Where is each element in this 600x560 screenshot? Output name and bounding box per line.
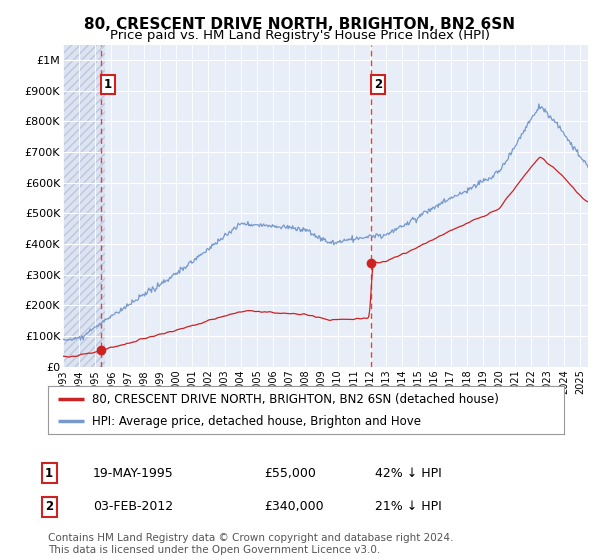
Text: Contains HM Land Registry data © Crown copyright and database right 2024.
This d: Contains HM Land Registry data © Crown c… <box>48 533 454 555</box>
Text: £55,000: £55,000 <box>264 466 316 480</box>
Text: 2: 2 <box>374 78 382 91</box>
Text: 21% ↓ HPI: 21% ↓ HPI <box>375 500 442 514</box>
Text: 80, CRESCENT DRIVE NORTH, BRIGHTON, BN2 6SN: 80, CRESCENT DRIVE NORTH, BRIGHTON, BN2 … <box>85 17 515 31</box>
Text: £340,000: £340,000 <box>264 500 323 514</box>
Text: 1: 1 <box>45 466 53 480</box>
Text: HPI: Average price, detached house, Brighton and Hove: HPI: Average price, detached house, Brig… <box>92 414 421 428</box>
Text: 2: 2 <box>45 500 53 514</box>
Text: 19-MAY-1995: 19-MAY-1995 <box>93 466 174 480</box>
Text: 42% ↓ HPI: 42% ↓ HPI <box>375 466 442 480</box>
Text: 03-FEB-2012: 03-FEB-2012 <box>93 500 173 514</box>
Text: Price paid vs. HM Land Registry's House Price Index (HPI): Price paid vs. HM Land Registry's House … <box>110 29 490 42</box>
Text: 1: 1 <box>104 78 112 91</box>
Text: 80, CRESCENT DRIVE NORTH, BRIGHTON, BN2 6SN (detached house): 80, CRESCENT DRIVE NORTH, BRIGHTON, BN2 … <box>92 393 499 406</box>
